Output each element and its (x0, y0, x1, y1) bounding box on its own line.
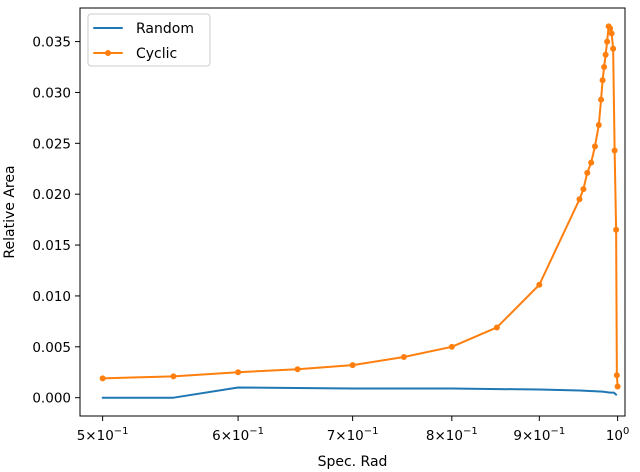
series-markers (99, 23, 621, 390)
data-point-cyclic (601, 64, 608, 71)
y-tick-label: 0.000 (32, 391, 71, 407)
data-point-cyclic (170, 373, 177, 380)
data-point-cyclic (614, 383, 621, 390)
data-point-cyclic (613, 372, 620, 379)
data-point-cyclic (588, 159, 595, 166)
y-tick-label: 0.005 (32, 340, 71, 356)
y-tick-label: 0.010 (32, 289, 71, 305)
series-lines (101, 25, 619, 399)
data-point-cyclic (595, 122, 602, 129)
x-tick-label: 6×10−1 (212, 426, 264, 444)
data-point-cyclic (608, 30, 615, 37)
data-point-cyclic (599, 77, 606, 84)
legend-label-random: Random (136, 21, 194, 37)
data-point-cyclic (613, 226, 620, 233)
legend-marker-cyclic (105, 50, 111, 56)
series-line-cyclic (101, 25, 619, 388)
y-tick-label: 0.030 (32, 85, 71, 101)
x-axis: 5×10−1 6×10−1 7×10−1 8×10−1 9×10−1 100 (77, 416, 630, 444)
data-point-cyclic (448, 343, 455, 350)
x-tick-label: 7×10−1 (327, 426, 379, 444)
data-point-cyclic (400, 353, 407, 360)
y-axis-label: Relative Area (2, 165, 18, 258)
data-point-cyclic (598, 96, 605, 103)
data-point-cyclic (610, 45, 617, 52)
x-tick-label: 100 (606, 426, 630, 444)
y-tick-label: 0.020 (32, 187, 71, 203)
data-point-cyclic (576, 196, 583, 203)
y-tick-label: 0.015 (32, 238, 71, 254)
y-tick-label: 0.025 (32, 136, 71, 152)
data-point-cyclic (611, 147, 618, 154)
data-point-cyclic (349, 362, 356, 369)
data-point-cyclic (602, 51, 609, 58)
plot-frame (79, 7, 626, 417)
data-point-cyclic (591, 143, 598, 150)
data-point-cyclic (235, 369, 242, 376)
data-point-cyclic (536, 281, 543, 288)
data-point-cyclic (294, 366, 301, 373)
data-point-cyclic (584, 169, 591, 176)
x-axis-label: Spec. Rad (318, 454, 388, 470)
data-point-cyclic (607, 25, 614, 32)
data-point-cyclic (604, 38, 611, 45)
legend-label-cyclic: Cyclic (136, 46, 177, 62)
data-point-cyclic (493, 324, 500, 331)
series-line-random (101, 386, 618, 399)
x-tick-label: 8×10−1 (426, 426, 478, 444)
y-tick-label: 0.035 (32, 35, 71, 51)
y-axis: 0.000 0.005 0.010 0.015 0.020 0.025 0.030 0.035 (32, 35, 80, 407)
x-tick-label: 9×10−1 (513, 426, 565, 444)
legend: Random Cyclic (87, 13, 211, 67)
data-point-cyclic (580, 186, 587, 193)
data-point-cyclic (99, 375, 106, 382)
x-tick-label: 5×10−1 (77, 426, 129, 444)
